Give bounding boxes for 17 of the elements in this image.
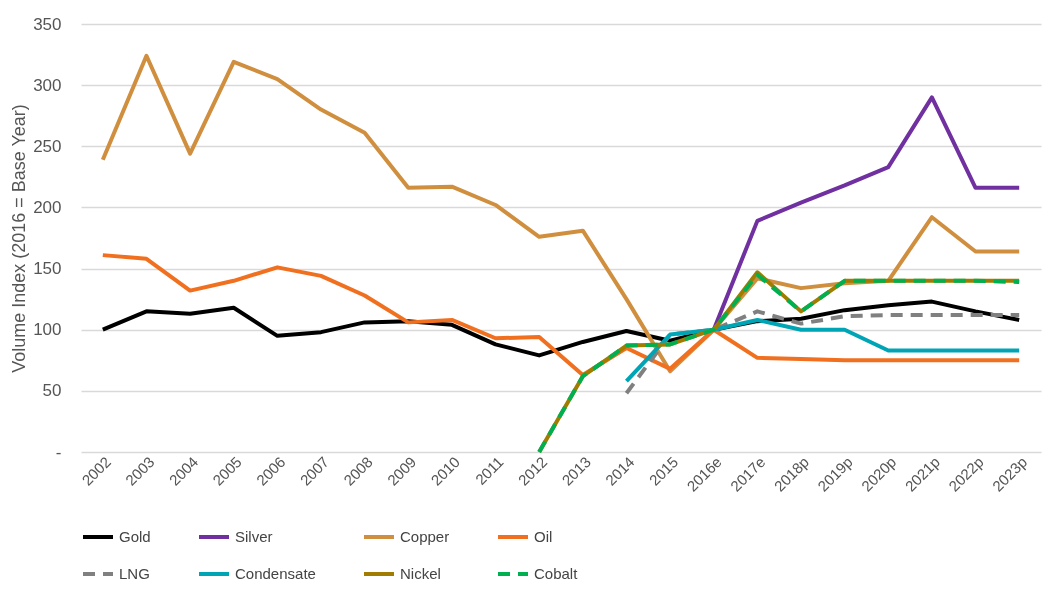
y-tick-label: 300 bbox=[33, 75, 62, 95]
y-tick-label: 350 bbox=[33, 14, 62, 34]
y-axis-title: Volume Index (2016 = Base Year) bbox=[9, 104, 30, 373]
y-tick-label: 100 bbox=[33, 320, 62, 340]
y-tick-label: - bbox=[55, 442, 62, 462]
legend-label: Gold bbox=[119, 528, 151, 545]
legend-label: Nickel bbox=[400, 565, 441, 582]
y-tick-label: 150 bbox=[33, 259, 62, 279]
y-tick-label: 250 bbox=[33, 136, 62, 156]
legend-label: LNG bbox=[119, 565, 150, 582]
y-tick-label: 200 bbox=[33, 197, 62, 217]
legend-label: Silver bbox=[235, 528, 273, 545]
legend-label: Oil bbox=[534, 528, 553, 545]
legend-label: Condensate bbox=[235, 565, 316, 582]
legend-label: Cobalt bbox=[534, 565, 579, 582]
legend-label: Copper bbox=[400, 528, 450, 545]
y-tick-label: 50 bbox=[42, 381, 62, 401]
